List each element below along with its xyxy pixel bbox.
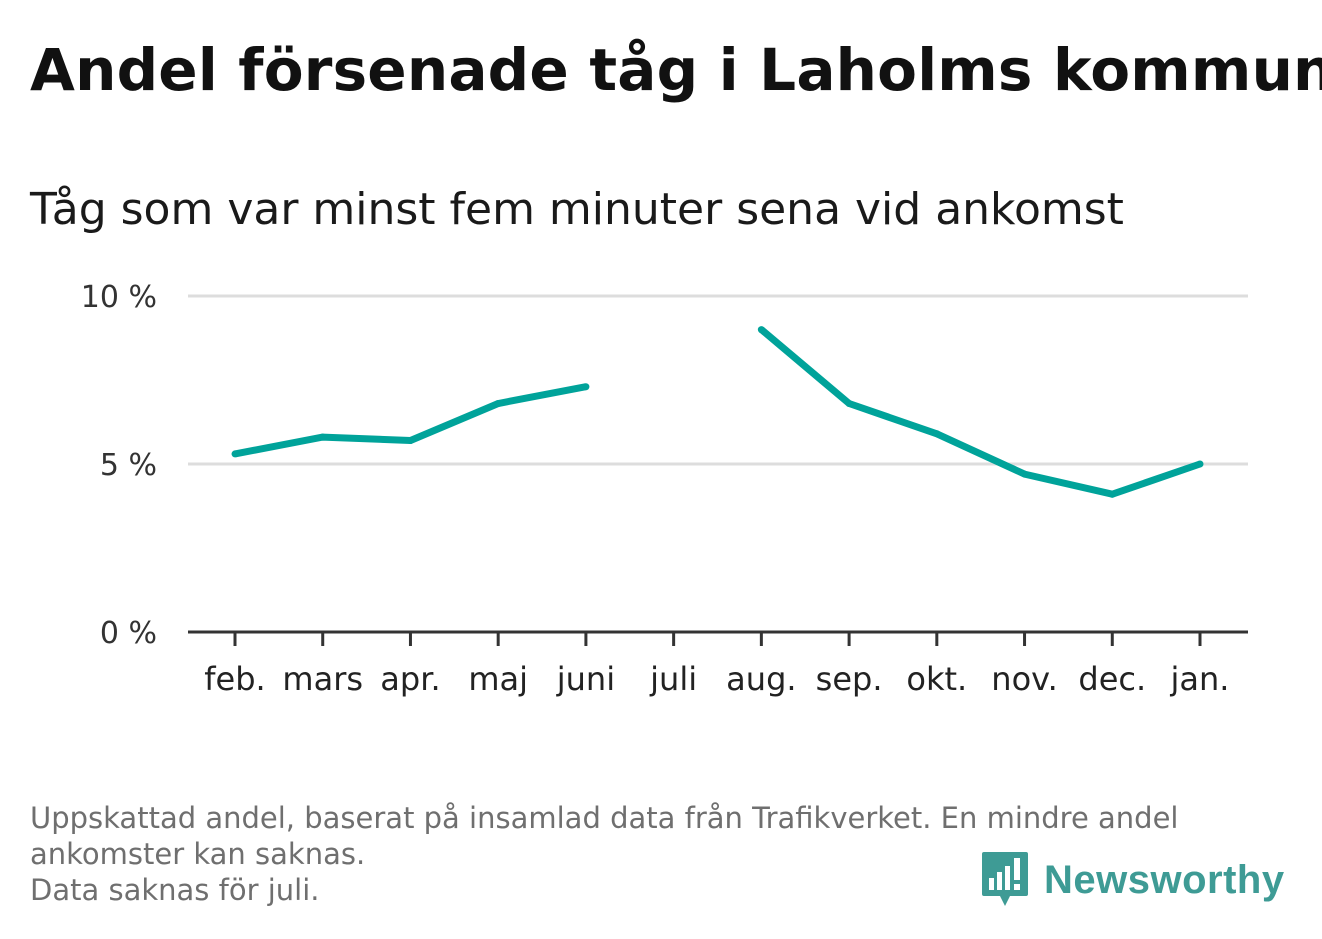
x-tick-label: feb. <box>204 660 265 698</box>
x-tick-label: apr. <box>380 660 440 698</box>
footnote-line-2: ankomster kan saknas. <box>30 837 366 871</box>
line-chart: 0 % 5 % 10 % feb. mars apr. maj juni juli aug. sep… <box>81 280 1248 698</box>
x-tick-label: jan. <box>1170 660 1230 698</box>
footnote: Uppskattad andel, baserat på insamlad da… <box>30 800 1280 908</box>
x-tick-label: aug. <box>726 660 796 698</box>
data-point <box>757 326 765 334</box>
data-point <box>845 400 853 408</box>
footnote-line-1: Uppskattad andel, baserat på insamlad da… <box>30 801 1179 835</box>
data-point <box>494 400 502 408</box>
y-tick-label: 10 % <box>81 280 157 315</box>
chart-subtitle: Tåg som var minst fem minuter sena vid a… <box>30 184 1124 235</box>
footnote-line-3: Data saknas för juli. <box>30 873 320 907</box>
newsworthy-logo-icon <box>982 852 1028 906</box>
data-point <box>933 430 941 438</box>
data-point <box>319 433 327 441</box>
y-tick-label: 5 % <box>100 448 157 483</box>
series-line <box>759 326 1202 498</box>
y-tick-label: 0 % <box>100 616 157 651</box>
x-tick-label: okt. <box>906 660 967 698</box>
data-point <box>231 450 239 458</box>
x-tick-label: juli <box>649 660 697 698</box>
x-tick-label: sep. <box>816 660 883 698</box>
x-tick-label: maj <box>468 660 528 698</box>
data-point <box>1108 490 1116 498</box>
data-point <box>1196 460 1204 468</box>
data-point <box>1021 470 1029 478</box>
data-point <box>582 383 590 391</box>
x-tick-label: dec. <box>1078 660 1146 698</box>
chart-title: Andel försenade tåg i Laholms kommun <box>30 36 1322 104</box>
data-point <box>406 436 414 444</box>
logo-text: Newsworthy <box>1044 857 1285 902</box>
x-tick-label: juni <box>556 660 615 698</box>
x-tick-label: mars <box>282 660 363 698</box>
x-tick-label: nov. <box>991 660 1057 698</box>
newsworthy-logo: Newsworthy <box>980 850 1285 910</box>
